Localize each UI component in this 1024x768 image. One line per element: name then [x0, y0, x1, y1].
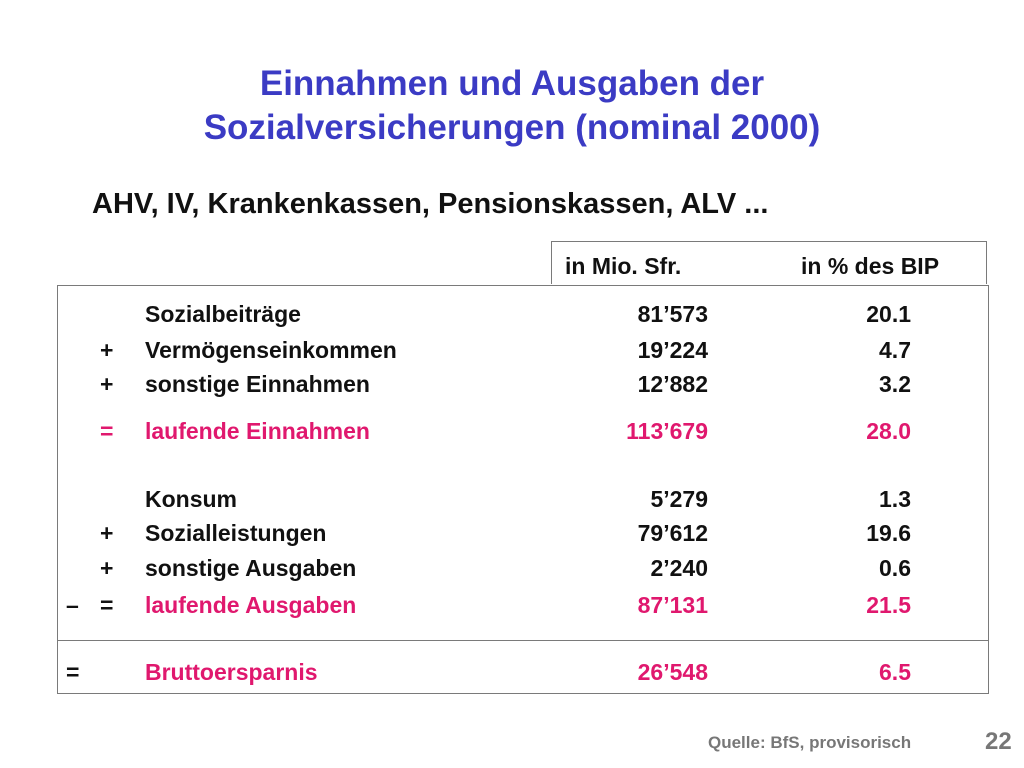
- row-sign: +: [100, 520, 114, 546]
- row-sign: =: [66, 659, 80, 685]
- data-table: [57, 285, 989, 694]
- column-header-box: [551, 241, 987, 284]
- table-row-sozialleistungen: + Sozialleistungen 79’612 19.6: [0, 518, 1024, 548]
- table-row-laufende-einnahmen: = laufende Einnahmen 113’679 28.0: [0, 416, 1024, 446]
- table-row-sonstige-einnahmen: + sonstige Einnahmen 12’882 3.2: [0, 369, 1024, 399]
- row-value-pct: 6.5: [879, 659, 911, 685]
- slide-title: Einnahmen und Ausgaben der Sozialversich…: [0, 62, 1024, 150]
- table-row-bruttoersparnis: = Bruttoersparnis 26’548 6.5: [0, 657, 1024, 687]
- row-value-mio: 12’882: [637, 371, 708, 397]
- row-label: Konsum: [145, 486, 237, 512]
- table-divider: [58, 640, 988, 641]
- row-value-pct: 1.3: [879, 486, 911, 512]
- row-value-pct: 4.7: [879, 337, 911, 363]
- table-row-laufende-ausgaben: – = laufende Ausgaben 87’131 21.5: [0, 590, 1024, 620]
- slide-subtitle: AHV, IV, Krankenkassen, Pensionskassen, …: [92, 188, 769, 220]
- row-value-pct: 0.6: [879, 555, 911, 581]
- row-value-mio: 19’224: [637, 337, 708, 363]
- table-row-konsum: Konsum 5’279 1.3: [0, 484, 1024, 514]
- row-value-pct: 3.2: [879, 371, 911, 397]
- row-value-mio: 81’573: [637, 301, 708, 327]
- row-sign: =: [100, 592, 114, 618]
- table-row-vermoegenseinkommen: + Vermögenseinkommen 19’224 4.7: [0, 335, 1024, 365]
- row-label: sonstige Ausgaben: [145, 555, 357, 581]
- slide-title-line1: Einnahmen und Ausgaben der: [259, 64, 765, 103]
- row-sign: +: [100, 371, 114, 397]
- row-value-mio: 87’131: [637, 592, 708, 618]
- row-value-mio: 113’679: [626, 418, 708, 444]
- row-sign: +: [100, 337, 114, 363]
- row-label: laufende Einnahmen: [145, 418, 370, 444]
- row-label: laufende Ausgaben: [145, 592, 357, 618]
- column-header-pct: in % des BIP: [801, 253, 940, 279]
- row-label: Sozialleistungen: [145, 520, 327, 546]
- table-row-sonstige-ausgaben: + sonstige Ausgaben 2’240 0.6: [0, 553, 1024, 583]
- table-row-sozialbeitraege: Sozialbeiträge 81’573 20.1: [0, 299, 1024, 329]
- row-value-pct: 28.0: [866, 418, 911, 444]
- row-label: Sozialbeiträge: [145, 301, 301, 327]
- row-sign: =: [100, 418, 114, 444]
- source-note: Quelle: BfS, provisorisch: [708, 733, 912, 752]
- row-value-mio: 5’279: [650, 486, 708, 512]
- row-prefix-sign: –: [66, 592, 79, 618]
- row-value-mio: 79’612: [637, 520, 708, 546]
- row-sign: +: [100, 555, 114, 581]
- page-number: 22: [985, 728, 1012, 755]
- row-value-pct: 19.6: [866, 520, 911, 546]
- row-value-pct: 20.1: [866, 301, 911, 327]
- row-value-mio: 2’240: [650, 555, 708, 581]
- column-header-mio: in Mio. Sfr.: [565, 253, 682, 279]
- slide-title-line2: Sozialversicherungen (nominal 2000): [203, 108, 821, 147]
- row-value-mio: 26’548: [637, 659, 708, 685]
- row-label: Vermögenseinkommen: [145, 337, 397, 363]
- row-label: sonstige Einnahmen: [145, 371, 370, 397]
- row-label: Bruttoersparnis: [145, 659, 318, 685]
- row-value-pct: 21.5: [866, 592, 911, 618]
